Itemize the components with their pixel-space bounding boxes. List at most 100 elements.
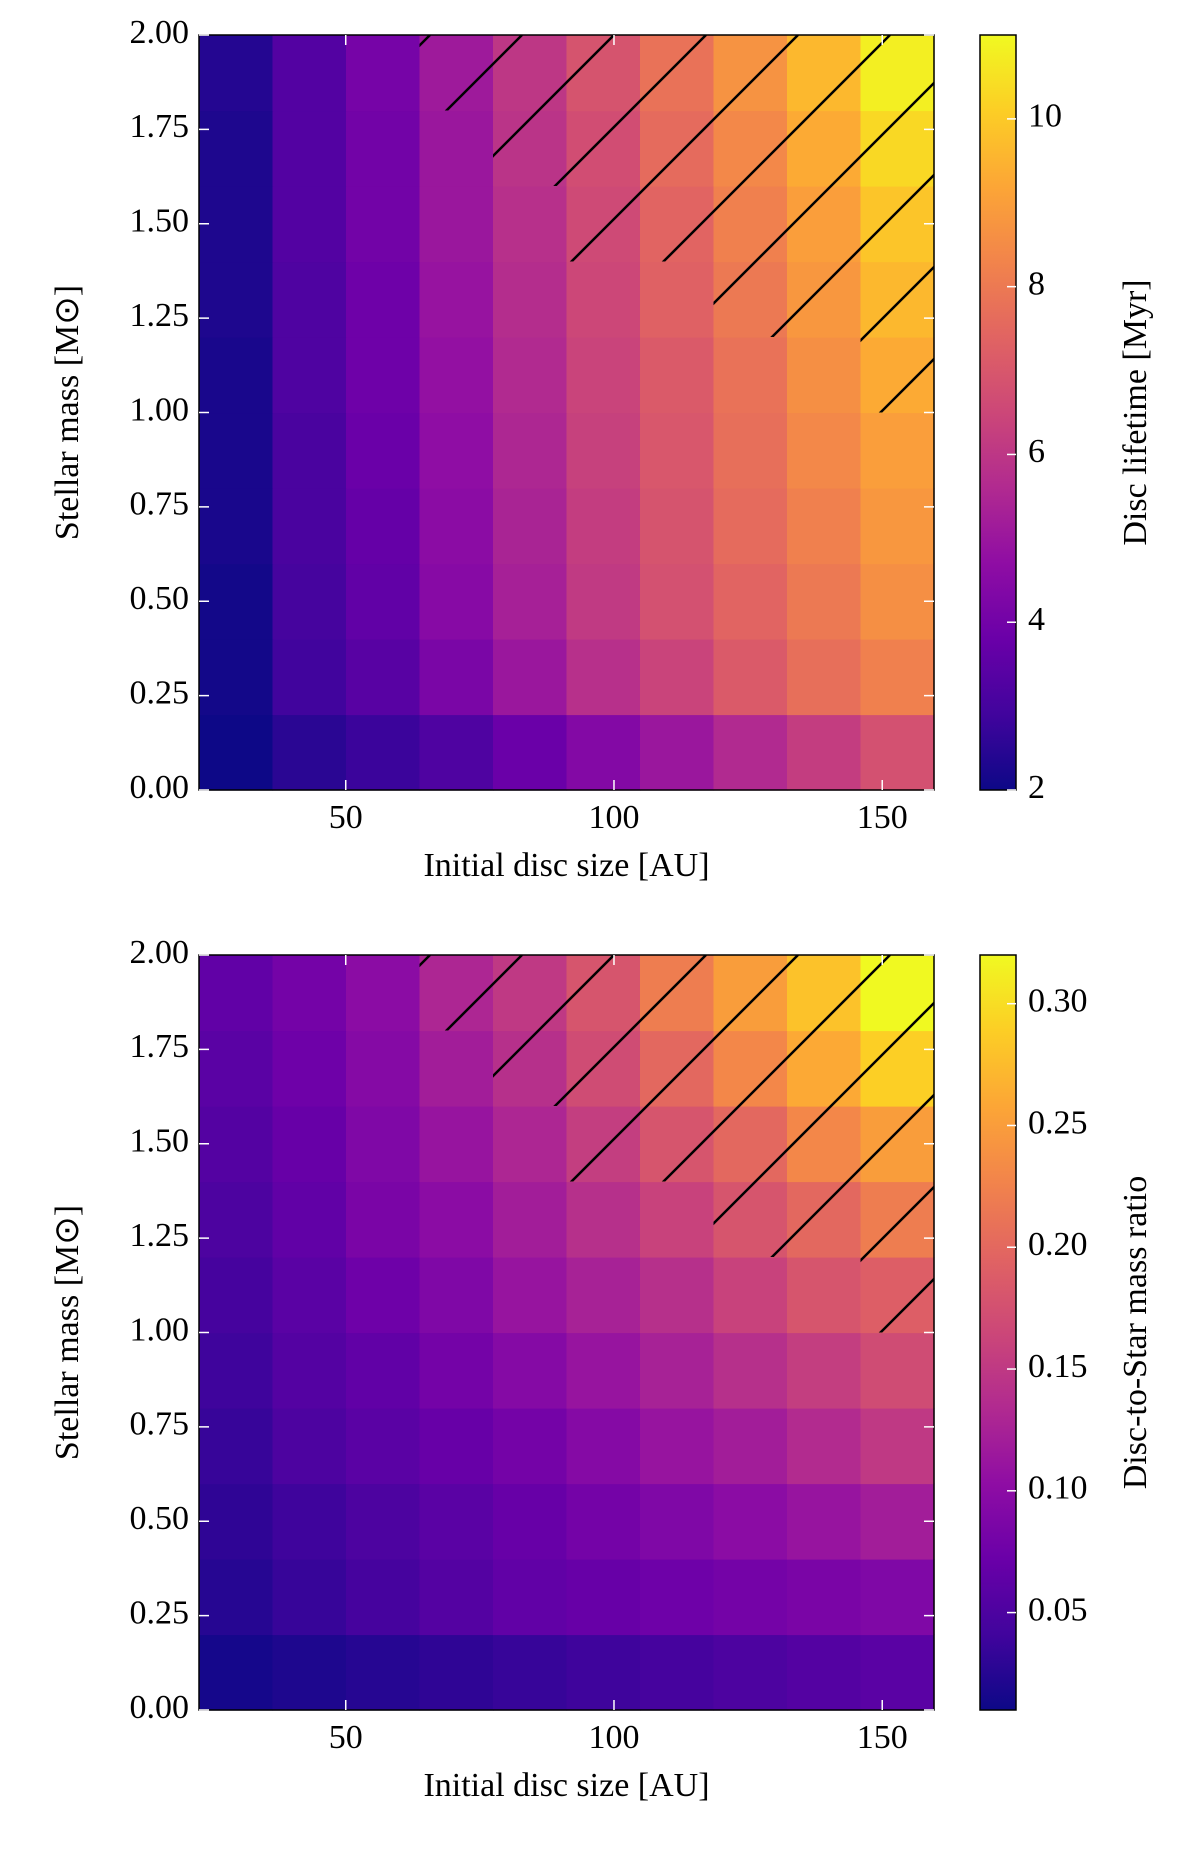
heat-cell — [640, 1483, 715, 1560]
heat-cell — [419, 35, 494, 112]
heat-cell — [346, 488, 421, 565]
colorbar-tick-label: 0.05 — [1028, 1591, 1088, 1628]
heat-cell — [640, 1181, 715, 1258]
y-tick-label: 0.50 — [130, 1500, 190, 1537]
heat-cell — [713, 35, 788, 112]
colorbar — [979, 954, 1017, 1711]
heat-cell — [346, 1634, 421, 1711]
heat-cell — [640, 1257, 715, 1334]
heat-cell — [787, 186, 862, 263]
heat-cell — [419, 1030, 494, 1107]
y-tick-label: 0.50 — [130, 580, 190, 617]
heat-cell — [346, 261, 421, 338]
hatch-line — [419, 35, 799, 413]
heat-cell — [272, 1483, 347, 1560]
heat-cell — [860, 955, 935, 1032]
heat-cell — [640, 563, 715, 640]
y-tick-label: 1.50 — [130, 203, 190, 240]
heat-cell — [419, 1181, 494, 1258]
heat-cell — [566, 1483, 641, 1560]
heat-cell — [199, 1332, 274, 1409]
heat-cell — [346, 412, 421, 489]
y-tick-label: 1.25 — [130, 1217, 190, 1254]
heat-cell — [419, 1106, 494, 1183]
heat-cell — [419, 714, 494, 791]
heat-cell — [640, 337, 715, 414]
heat-cell — [419, 1483, 494, 1560]
heat-cell — [640, 639, 715, 716]
heat-cell — [566, 639, 641, 716]
heat-cell — [493, 35, 568, 112]
heat-cell — [566, 1332, 641, 1409]
heat-cell — [713, 337, 788, 414]
y-tick-label: 1.75 — [130, 1028, 190, 1065]
heat-cell — [199, 337, 274, 414]
heat-cell — [640, 1106, 715, 1183]
heat-cell — [493, 261, 568, 338]
y-tick-label: 0.25 — [130, 674, 190, 711]
heat-cell — [640, 186, 715, 263]
heat-cell — [493, 1030, 568, 1107]
heat-cell — [566, 1559, 641, 1636]
heat-cell — [713, 563, 788, 640]
heat-cell — [713, 1483, 788, 1560]
heat-cell — [640, 1332, 715, 1409]
colorbar-label: Disc lifetime [Myr] — [1117, 279, 1154, 545]
heat-cell — [272, 110, 347, 187]
y-tick-label: 2.00 — [130, 14, 190, 51]
heat-cell — [566, 1257, 641, 1334]
heat-cell — [787, 488, 862, 565]
heat-cell — [713, 1257, 788, 1334]
heat-cell — [419, 1408, 494, 1485]
heat-cell — [419, 1559, 494, 1636]
heat-cell — [860, 1030, 935, 1107]
heat-cell — [199, 639, 274, 716]
heat-cell — [713, 955, 788, 1032]
x-tick-label: 150 — [857, 1719, 908, 1756]
heat-cell — [787, 1030, 862, 1107]
heat-cell — [713, 1181, 788, 1258]
colorbar-tick-label: 0.15 — [1028, 1348, 1088, 1385]
heat-cell — [713, 639, 788, 716]
heat-cell — [787, 35, 862, 112]
heat-cell — [713, 714, 788, 791]
heat-cell — [493, 1483, 568, 1560]
heat-cell — [566, 1030, 641, 1107]
y-tick-label: 0.00 — [130, 1689, 190, 1726]
heat-cell — [860, 563, 935, 640]
colorbar-tick-label: 2 — [1028, 769, 1045, 806]
heat-cell — [199, 1559, 274, 1636]
heat-cell — [493, 1106, 568, 1183]
heat-cell — [493, 1332, 568, 1409]
heat-cell — [787, 1634, 862, 1711]
heat-cell — [346, 955, 421, 1032]
heat-cell — [346, 1559, 421, 1636]
heat-cell — [199, 1483, 274, 1560]
heat-cell — [419, 1634, 494, 1711]
heat-cell — [346, 714, 421, 791]
heat-cell — [493, 1181, 568, 1258]
heat-cell — [199, 714, 274, 791]
heat-cell — [493, 955, 568, 1032]
heat-cell — [346, 337, 421, 414]
y-tick-label: 1.00 — [130, 391, 190, 428]
y-tick-label: 0.75 — [130, 486, 190, 523]
heat-cell — [199, 261, 274, 338]
heat-cell — [640, 412, 715, 489]
x-axis-label: Initial disc size [AU] — [423, 847, 709, 884]
heat-cell — [640, 1634, 715, 1711]
heat-cell — [860, 1106, 935, 1183]
colorbar-tick-label: 8 — [1028, 265, 1045, 302]
colorbar-tick-label: 6 — [1028, 433, 1045, 470]
heat-cell — [566, 488, 641, 565]
heat-cell — [713, 488, 788, 565]
heat-cell — [272, 563, 347, 640]
heat-cell — [199, 1106, 274, 1183]
heat-cell — [419, 488, 494, 565]
heat-cell — [199, 488, 274, 565]
heat-cell — [713, 1408, 788, 1485]
heat-cell — [640, 1559, 715, 1636]
heat-cell — [566, 1106, 641, 1183]
heat-cell — [860, 1332, 935, 1409]
heat-cell — [860, 639, 935, 716]
